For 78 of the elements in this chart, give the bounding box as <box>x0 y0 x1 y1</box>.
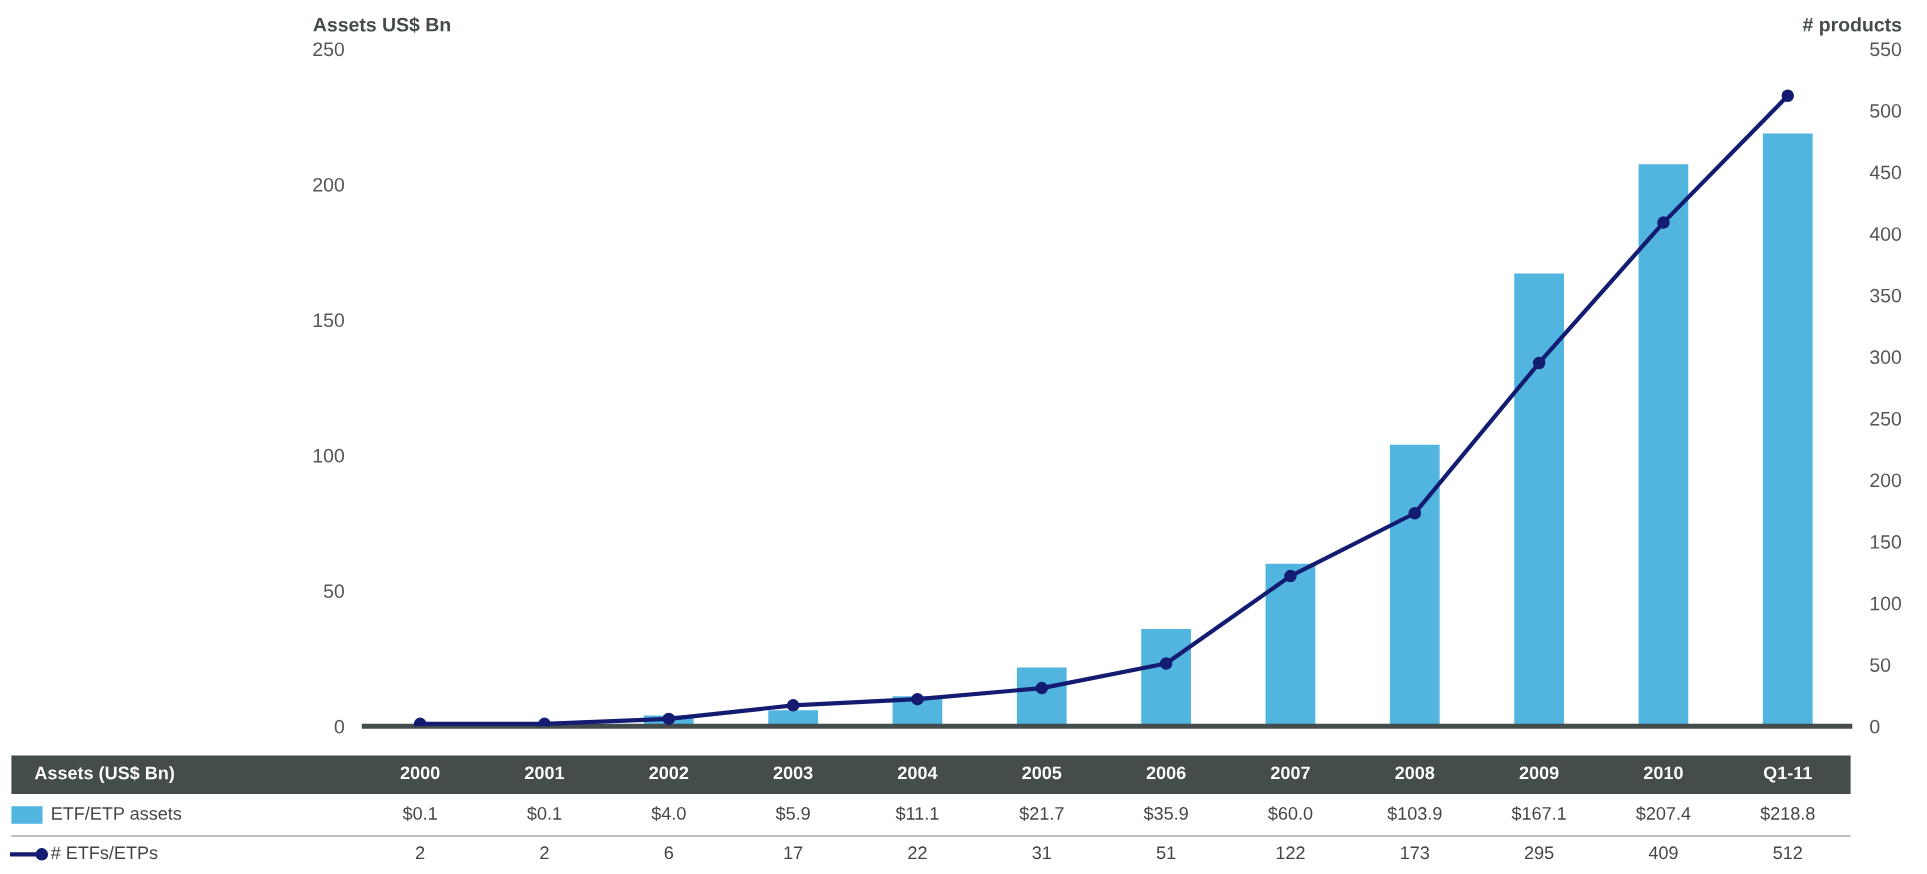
data-label: $207.4 <box>1636 806 1691 821</box>
x-tick-label: Q1-11 <box>1763 766 1812 783</box>
data-label: $0.1 <box>527 806 562 821</box>
x-tick-label: 2005 <box>1022 766 1062 780</box>
legend-label: ETF/ETP assets <box>52 806 182 820</box>
bar <box>1389 444 1440 727</box>
y2-tick-label: 500 <box>1870 103 1902 118</box>
data-label: $21.7 <box>1019 806 1064 821</box>
y2-tick-label: 550 <box>1870 42 1902 57</box>
x-tick-label: 2002 <box>649 766 689 780</box>
point <box>1408 506 1422 520</box>
y2-axis-title: # products <box>1802 17 1902 36</box>
data-label: $4.0 <box>651 806 686 821</box>
x-tick-label: 2007 <box>1270 766 1310 780</box>
y2-tick-label: 200 <box>1870 473 1902 488</box>
data-label: $167.1 <box>1511 806 1566 821</box>
y2-tick-label: 50 <box>1870 658 1891 672</box>
point <box>1532 356 1546 370</box>
y2-tick-label: 100 <box>1870 596 1902 611</box>
x-tick-label: 2001 <box>525 766 565 780</box>
y-tick-label: 200 <box>313 177 344 192</box>
data-label: 2 <box>540 846 549 859</box>
point <box>911 692 924 706</box>
x-tick-label: 2008 <box>1395 766 1435 780</box>
x-tick-label: 2000 <box>400 766 440 780</box>
data-label: 122 <box>1276 846 1305 859</box>
data-label: 6 <box>664 846 674 860</box>
y2-tick-label: 300 <box>1870 350 1902 365</box>
y-axis-title: Assets US$ Bn <box>313 16 450 33</box>
bar <box>1762 133 1813 727</box>
data-label: 295 <box>1524 846 1554 860</box>
x-tick-label: 2010 <box>1643 766 1683 780</box>
data-label: $35.9 <box>1143 806 1188 821</box>
bar <box>1141 629 1191 727</box>
y2-tick-label: 150 <box>1870 535 1902 549</box>
y-tick-label: 0 <box>334 719 344 734</box>
y-tick-label: 250 <box>313 42 344 57</box>
y-tick-label: 150 <box>313 313 344 328</box>
data-label: $218.8 <box>1760 806 1815 821</box>
y-tick-label: 100 <box>313 448 344 463</box>
data-label: $0.1 <box>402 806 437 821</box>
point <box>1159 657 1173 670</box>
y-tick-label: 50 <box>323 584 344 599</box>
y2-tick-label: 0 <box>1870 719 1880 734</box>
x-tick-label: 2009 <box>1519 766 1559 780</box>
x-tick-label: 2004 <box>898 766 938 780</box>
y2-tick-label: 450 <box>1869 165 1902 180</box>
data-label: 2 <box>416 846 425 859</box>
data-label: 51 <box>1156 846 1176 860</box>
bar <box>1016 667 1067 727</box>
x-tick-label: 2006 <box>1146 766 1186 780</box>
data-label: 173 <box>1401 846 1430 860</box>
point <box>786 699 800 712</box>
data-label: $5.9 <box>775 806 810 821</box>
point <box>413 717 427 727</box>
bar <box>1514 273 1564 727</box>
data-label: 512 <box>1773 846 1802 860</box>
data-label: 31 <box>1032 846 1051 860</box>
data-label: $103.9 <box>1387 806 1442 821</box>
text: Assets (US$ Bn) <box>34 765 174 783</box>
x-tick-label: 2003 <box>773 766 813 780</box>
data-label: $11.1 <box>895 806 939 821</box>
y2-tick-label: 400 <box>1869 227 1902 241</box>
bar <box>1265 563 1316 727</box>
data-label: 409 <box>1648 846 1678 860</box>
data-label: $60.0 <box>1268 806 1313 821</box>
data-label: 17 <box>784 846 803 859</box>
legend-label: # ETFs/ETPs <box>50 845 158 860</box>
point <box>538 717 551 727</box>
y2-tick-label: 250 <box>1870 411 1902 426</box>
bar <box>1638 164 1689 727</box>
point <box>1284 569 1297 583</box>
point <box>1657 216 1670 229</box>
data-label: 22 <box>908 846 927 859</box>
point <box>1781 89 1795 102</box>
y2-tick-label: 350 <box>1870 288 1902 303</box>
point <box>662 712 676 726</box>
point <box>1035 681 1049 695</box>
